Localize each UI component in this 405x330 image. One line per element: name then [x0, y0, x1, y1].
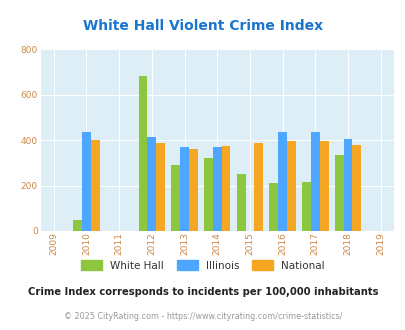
- Bar: [73, 220, 82, 231]
- Bar: [352, 146, 360, 231]
- Bar: [319, 141, 328, 231]
- Bar: [310, 132, 319, 231]
- Bar: [171, 165, 180, 231]
- Legend: White Hall, Illinois, National: White Hall, Illinois, National: [77, 256, 328, 275]
- Bar: [269, 183, 277, 231]
- Bar: [343, 139, 352, 231]
- Bar: [286, 141, 295, 231]
- Bar: [188, 149, 197, 231]
- Bar: [277, 132, 286, 231]
- Bar: [147, 137, 156, 231]
- Bar: [221, 146, 230, 231]
- Bar: [180, 147, 188, 231]
- Bar: [254, 144, 262, 231]
- Bar: [334, 155, 343, 231]
- Text: © 2025 CityRating.com - https://www.cityrating.com/crime-statistics/: © 2025 CityRating.com - https://www.city…: [64, 312, 341, 321]
- Bar: [138, 77, 147, 231]
- Bar: [301, 182, 310, 231]
- Bar: [91, 140, 99, 231]
- Bar: [203, 158, 212, 231]
- Bar: [236, 174, 245, 231]
- Bar: [82, 132, 91, 231]
- Bar: [156, 143, 165, 231]
- Text: Crime Index corresponds to incidents per 100,000 inhabitants: Crime Index corresponds to incidents per…: [28, 287, 377, 297]
- Text: White Hall Violent Crime Index: White Hall Violent Crime Index: [83, 19, 322, 33]
- Bar: [212, 147, 221, 231]
